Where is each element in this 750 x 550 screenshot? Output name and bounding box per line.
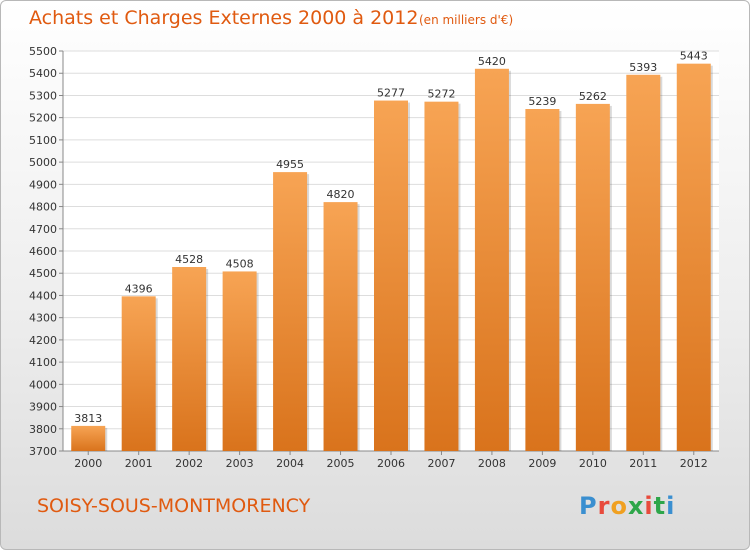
bar-2009 <box>525 109 560 451</box>
data-label: 5420 <box>478 55 506 68</box>
bar-2001 <box>121 296 156 451</box>
logo-letter: P <box>579 492 598 520</box>
logo-letter: i <box>666 492 676 520</box>
data-label: 4396 <box>125 282 153 295</box>
proxiti-logo: Proxiti <box>579 492 675 520</box>
y-tick-label: 4200 <box>29 334 57 347</box>
y-tick-label: 5200 <box>29 112 57 125</box>
logo-letter: i <box>644 492 654 520</box>
x-tick-label: 2000 <box>74 457 102 470</box>
y-tick-label: 4600 <box>29 245 57 258</box>
x-tick-label: 2004 <box>276 457 304 470</box>
bar-2008 <box>474 68 509 452</box>
logo-letter: t <box>653 492 667 520</box>
bar-2012 <box>676 63 711 452</box>
y-tick-label: 5500 <box>29 45 57 58</box>
x-tick-label: 2010 <box>579 457 607 470</box>
x-tick-label: 2005 <box>327 457 355 470</box>
data-label: 5393 <box>629 61 657 74</box>
logo-letter: x <box>627 492 645 520</box>
data-label: 5272 <box>427 88 455 101</box>
y-tick-label: 5400 <box>29 67 57 80</box>
x-tick-label: 2006 <box>377 457 405 470</box>
logo-letter: r <box>597 492 611 520</box>
y-tick-label: 4500 <box>29 267 57 280</box>
y-tick-label: 4300 <box>29 312 57 325</box>
bar-2006 <box>374 100 408 452</box>
bar-2004 <box>273 172 308 451</box>
y-tick-label: 4800 <box>29 201 57 214</box>
data-label: 4528 <box>175 253 203 266</box>
chart-title: Achats et Charges Externes 2000 à 2012 <box>29 7 419 29</box>
data-label: 4508 <box>226 257 254 270</box>
y-tick-label: 4100 <box>29 356 57 369</box>
data-label: 5443 <box>680 50 708 63</box>
y-tick-label: 5100 <box>29 134 57 147</box>
bar-2011 <box>626 74 661 452</box>
y-tick-label: 5300 <box>29 89 57 102</box>
y-tick-label: 4900 <box>29 178 57 191</box>
data-label: 4955 <box>276 158 304 171</box>
data-label: 3813 <box>74 412 102 425</box>
x-tick-label: 2011 <box>629 457 657 470</box>
y-tick-label: 4000 <box>29 378 57 391</box>
x-tick-label: 2007 <box>427 457 455 470</box>
x-tick-label: 2012 <box>680 457 708 470</box>
bar-2005 <box>323 202 358 451</box>
y-tick-label: 5000 <box>29 156 57 169</box>
x-tick-label: 2001 <box>125 457 153 470</box>
bar-2000 <box>71 425 106 451</box>
bar-2007 <box>424 101 459 452</box>
x-tick-label: 2002 <box>175 457 203 470</box>
y-tick-label: 3800 <box>29 423 57 436</box>
data-label: 4820 <box>327 188 355 201</box>
data-label: 5239 <box>528 95 556 108</box>
y-tick-label: 4700 <box>29 223 57 236</box>
x-tick-label: 2008 <box>478 457 506 470</box>
y-tick-label: 4400 <box>29 289 57 302</box>
chart-subtitle: (en milliers d'€) <box>419 13 514 27</box>
bar-2002 <box>172 267 207 451</box>
x-tick-label: 2003 <box>226 457 254 470</box>
bar-2010 <box>575 103 610 451</box>
data-label: 5277 <box>377 87 405 100</box>
logo-letter: o <box>610 492 628 520</box>
y-tick-label: 3900 <box>29 401 57 414</box>
y-tick-label: 3700 <box>29 445 57 458</box>
x-tick-label: 2009 <box>528 457 556 470</box>
bar-2003 <box>222 271 257 451</box>
data-label: 5262 <box>579 90 607 103</box>
city-name: SOISY-SOUS-MONTMORENCY <box>37 495 311 517</box>
